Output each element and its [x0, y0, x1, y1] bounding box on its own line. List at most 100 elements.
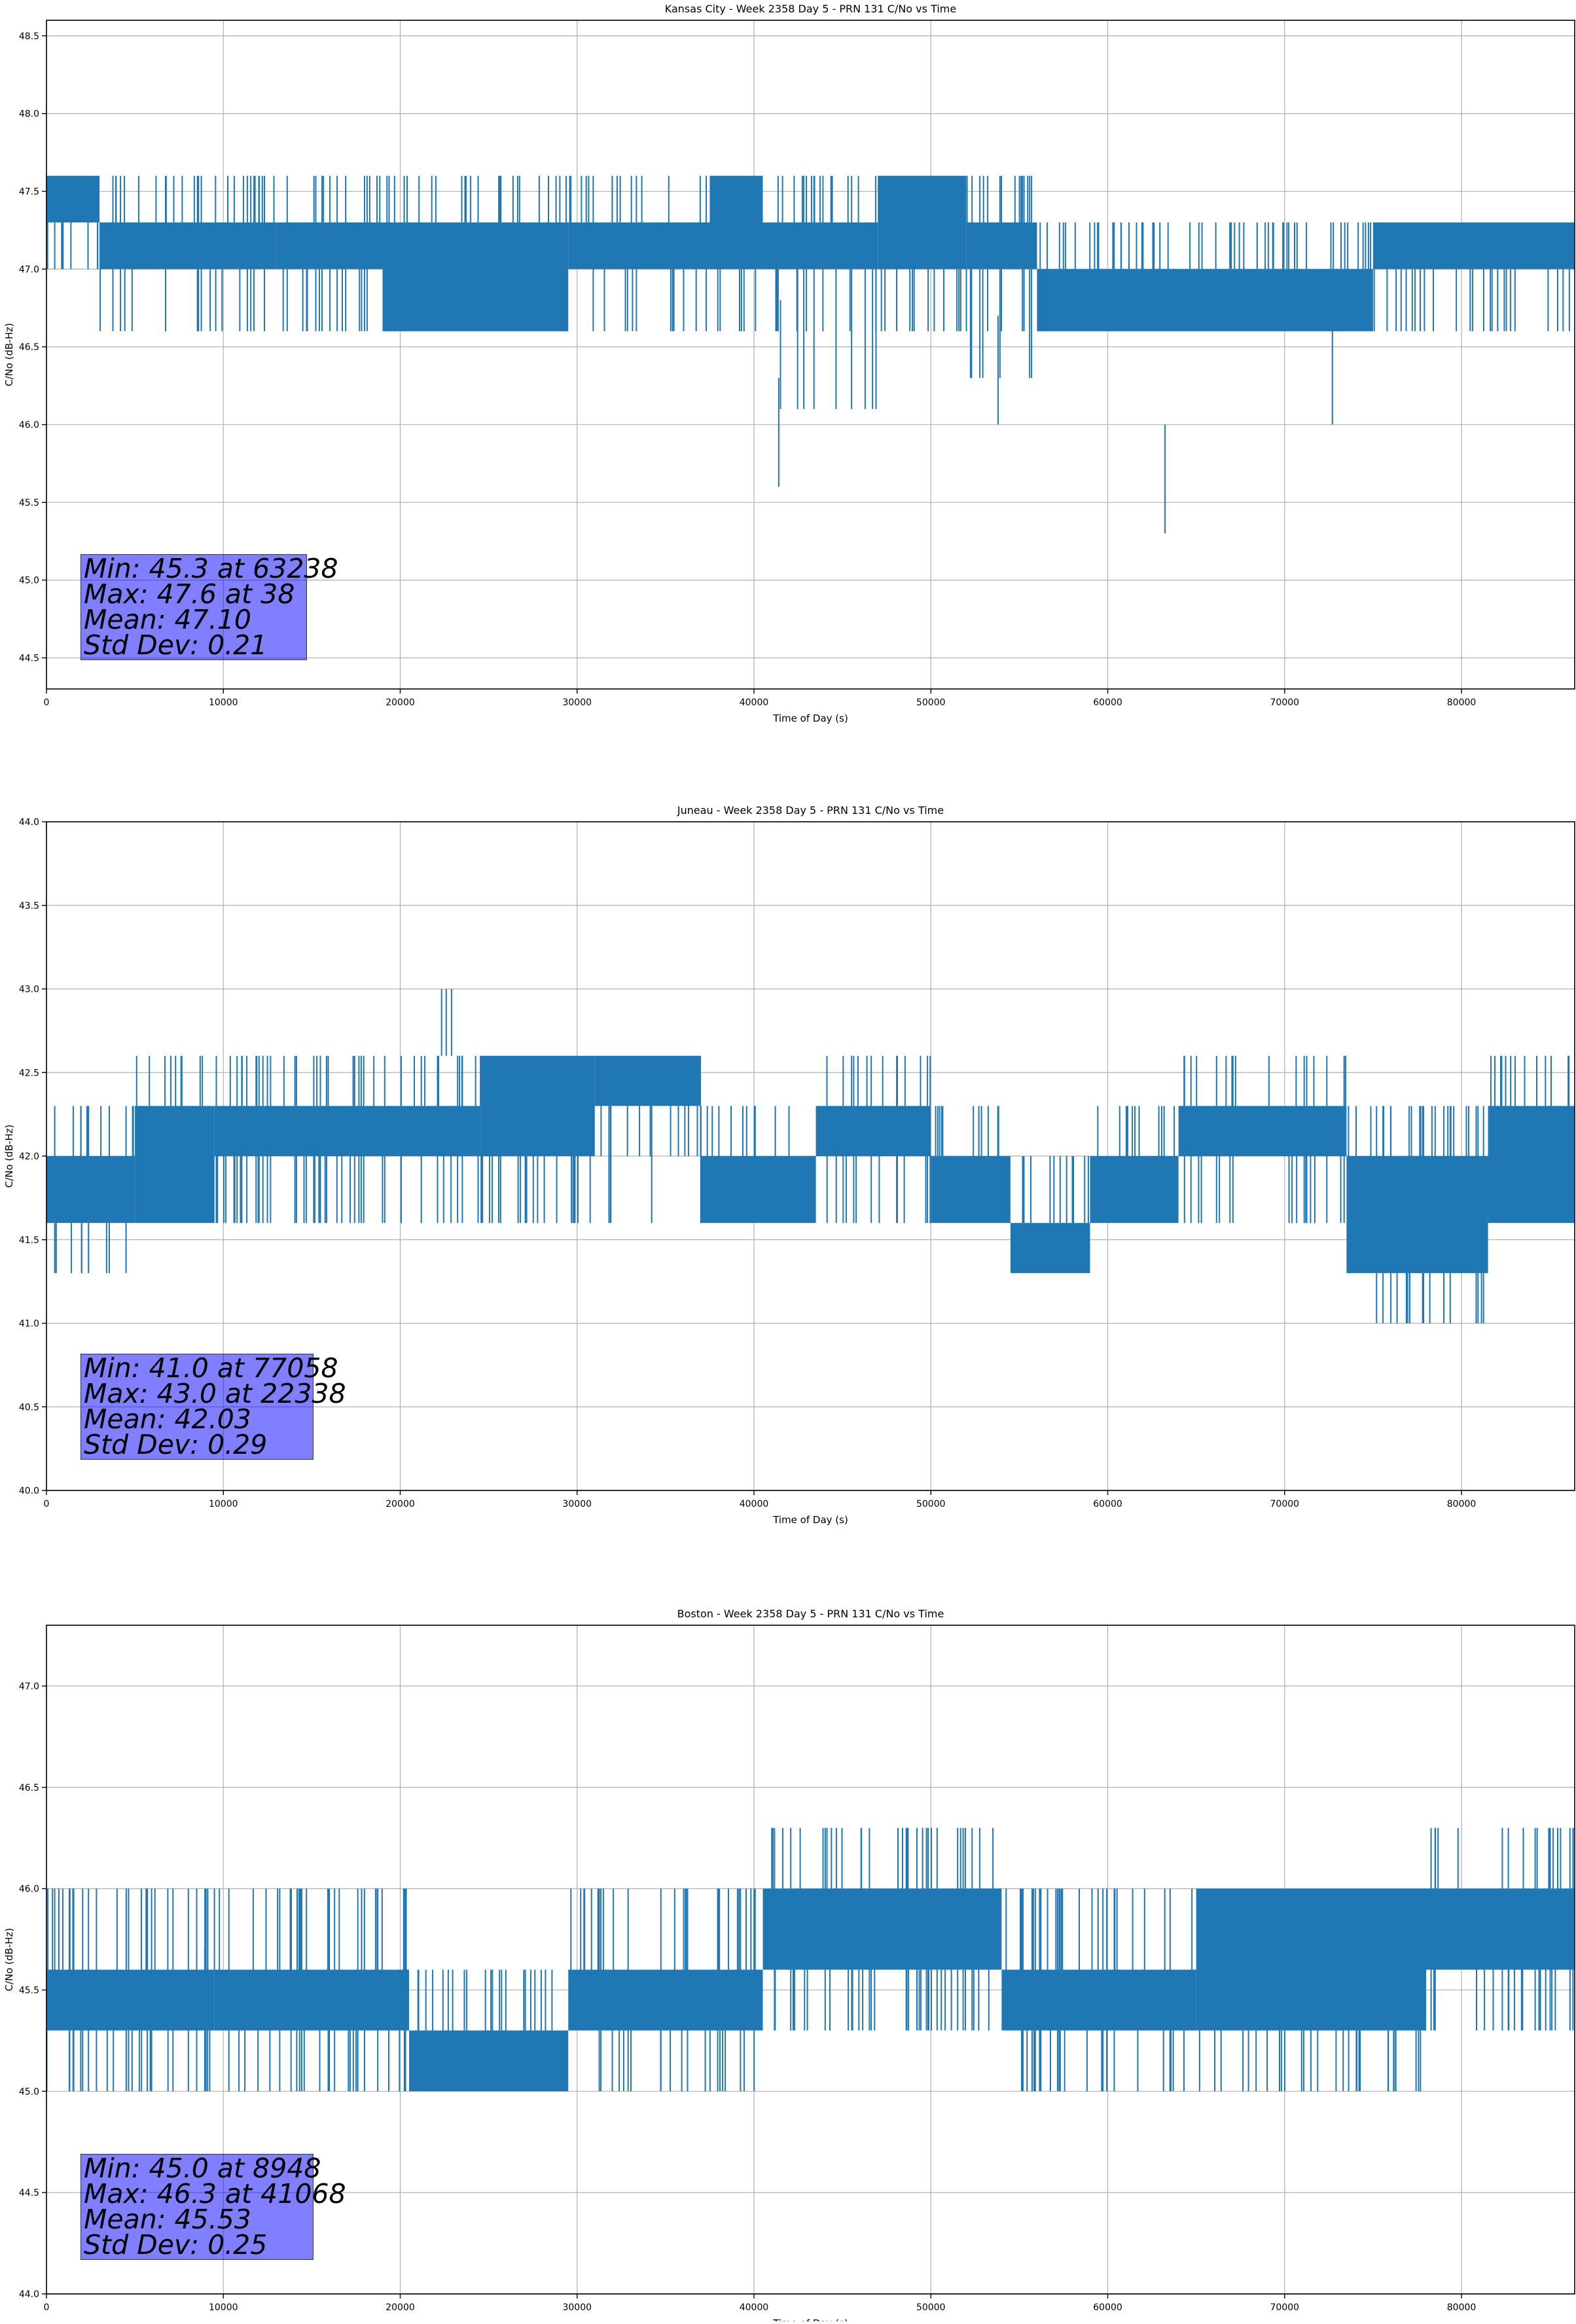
- series-band: [815, 1106, 931, 1156]
- series-excursions: [1348, 1106, 1484, 1324]
- chart-boston: Boston - Week 2358 Day 5 - PRN 131 C/No …: [3, 1608, 1575, 2324]
- chart-juneau: Juneau - Week 2358 Day 5 - PRN 131 C/No …: [3, 804, 1575, 1526]
- stats-mean: Mean: 47.10: [84, 604, 251, 635]
- x-tick-label: 80000: [1447, 697, 1477, 708]
- y-tick-label: 46.0: [19, 1884, 39, 1895]
- series-band: [1346, 1156, 1488, 1273]
- chart-title: Boston - Week 2358 Day 5 - PRN 131 C/No …: [677, 1608, 944, 1620]
- series-excursions: [775, 175, 877, 410]
- y-tick-label: 45.5: [19, 1985, 39, 1996]
- axes-frame: [46, 1625, 1575, 2295]
- stats-mean: Mean: 42.03: [84, 1403, 251, 1435]
- chart-kansas-city: Kansas City - Week 2358 Day 5 - PRN 131 …: [3, 3, 1575, 724]
- series-excursions: [54, 1106, 134, 1273]
- x-axis-label: Time of Day (s): [772, 1514, 848, 1526]
- series-band: [568, 222, 710, 270]
- y-axis-label: C/No (dB-Hz): [3, 323, 15, 387]
- series-line: [46, 989, 1575, 1324]
- y-tick-label: 47.0: [19, 1681, 39, 1692]
- x-tick-label: 30000: [562, 697, 592, 708]
- series-band: [1001, 1969, 1196, 2031]
- series-band: [1178, 1106, 1347, 1156]
- x-tick-label: 20000: [385, 1499, 415, 1509]
- series-band: [46, 1969, 215, 2031]
- x-tick-label: 70000: [1270, 2302, 1300, 2313]
- series-band: [135, 1106, 215, 1224]
- y-tick-label: 44.0: [19, 817, 39, 828]
- series-excursions: [826, 1055, 931, 1224]
- y-axis-label: C/No (dB-Hz): [3, 1928, 15, 1992]
- series-band: [99, 222, 277, 270]
- y-tick-label: 47.5: [19, 186, 39, 197]
- series-band: [214, 1106, 480, 1156]
- series-band: [1488, 1106, 1575, 1224]
- x-tick-label: 70000: [1270, 1499, 1300, 1509]
- series-excursions: [215, 1055, 479, 1224]
- x-tick-label: 10000: [209, 1499, 238, 1509]
- series-excursions: [600, 1106, 702, 1224]
- y-tick-label: 48.0: [19, 109, 39, 120]
- stats-max: Max: 47.6 at 38: [84, 578, 295, 610]
- series-band: [700, 1156, 816, 1224]
- y-tick-label: 47.0: [19, 264, 39, 275]
- y-axis-label: C/No (dB-Hz): [3, 1125, 15, 1188]
- x-tick-label: 10000: [209, 697, 238, 708]
- y-tick-label: 45.5: [19, 498, 39, 508]
- series-excursions: [1183, 1055, 1346, 1224]
- series-band: [46, 175, 100, 222]
- x-tick-label: 40000: [740, 697, 769, 708]
- x-tick-label: 40000: [740, 2302, 769, 2313]
- y-tick-label: 41.5: [19, 1235, 39, 1246]
- series-band: [931, 1156, 1011, 1224]
- series-band: [762, 1888, 1002, 1970]
- x-axis-label: Time of Day (s): [772, 713, 848, 724]
- series-excursions: [935, 1106, 999, 1156]
- axes-frame: [46, 20, 1575, 690]
- y-tick-label: 46.5: [19, 1783, 39, 1793]
- series-band: [214, 1969, 410, 2031]
- y-tick-label: 40.0: [19, 1486, 39, 1496]
- x-tick-label: 0: [44, 697, 50, 708]
- series-excursions: [569, 175, 707, 332]
- series-excursions: [1022, 1156, 1089, 1224]
- y-tick-label: 44.5: [19, 653, 39, 663]
- series-excursions: [99, 175, 275, 332]
- series-excursions: [46, 1888, 215, 2092]
- series-band: [409, 2030, 569, 2092]
- x-tick-label: 60000: [1093, 2302, 1122, 2313]
- x-tick-label: 30000: [562, 2302, 592, 2313]
- x-tick-label: 20000: [385, 2302, 415, 2313]
- series-excursions: [1097, 1106, 1175, 1156]
- x-tick-label: 20000: [385, 697, 415, 708]
- x-tick-label: 60000: [1093, 1499, 1122, 1509]
- series-band: [276, 222, 383, 270]
- series-excursions: [417, 1969, 553, 2031]
- y-tick-label: 40.5: [19, 1402, 39, 1413]
- chart-title: Juneau - Week 2358 Day 5 - PRN 131 C/No …: [677, 804, 944, 817]
- stats-mean: Mean: 45.53: [84, 2204, 251, 2235]
- series-excursions: [771, 1827, 994, 2031]
- y-tick-label: 46.5: [19, 342, 39, 353]
- series-band: [709, 175, 763, 270]
- x-axis-label: Time of Day (s): [772, 2317, 848, 2321]
- series-band: [382, 222, 569, 332]
- stats-std: Std Dev: 0.25: [84, 2229, 268, 2261]
- chart-title: Kansas City - Week 2358 Day 5 - PRN 131 …: [665, 3, 956, 15]
- y-tick-label: 45.0: [19, 2086, 39, 2097]
- series-excursions: [1430, 1827, 1574, 2031]
- series-excursions: [282, 175, 381, 332]
- series-band: [1037, 269, 1373, 332]
- stats-max: Max: 46.3 at 41068: [84, 2178, 346, 2210]
- x-tick-label: 10000: [209, 2302, 238, 2313]
- x-tick-label: 0: [44, 1499, 50, 1509]
- series-band: [1010, 1223, 1090, 1273]
- series-band: [480, 1055, 595, 1156]
- series-excursions: [1198, 2030, 1422, 2092]
- series-excursions: [386, 175, 567, 222]
- series-band: [1425, 1888, 1575, 1970]
- series-band: [568, 1969, 763, 2031]
- series-excursions: [1490, 1055, 1570, 1106]
- series-excursions: [135, 1055, 204, 1106]
- series-excursions: [880, 269, 961, 332]
